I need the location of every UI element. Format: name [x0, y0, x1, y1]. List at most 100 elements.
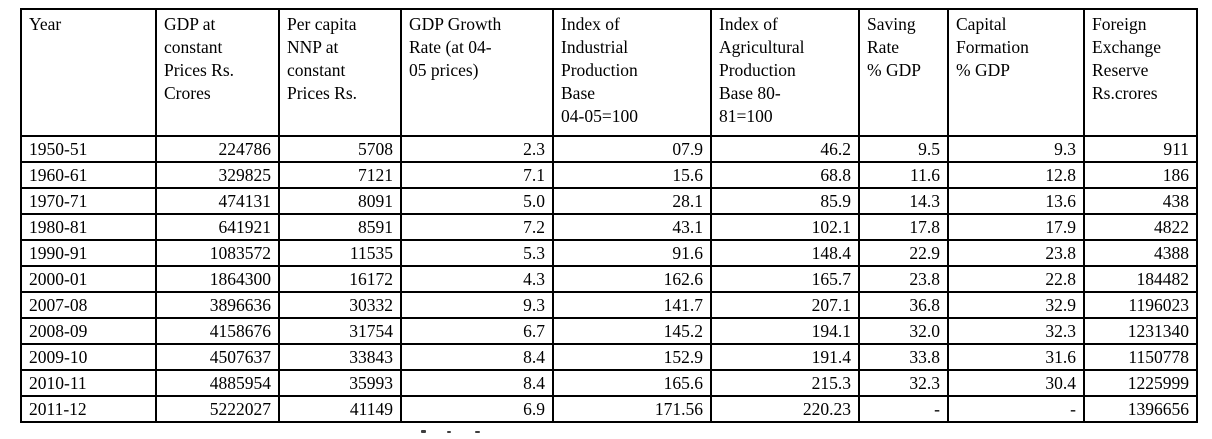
year-cell: 2007-08 [20, 291, 157, 319]
data-cell: 7.1 [400, 161, 554, 189]
data-cell: 46.2 [710, 135, 860, 163]
table-row: 2011-12 5222027 41149 6.9 171.56 220.23- -1396… [20, 395, 1198, 423]
header-cell-capital-formation: Capital Formation % GDP [947, 8, 1085, 137]
data-cell: 641921 [155, 213, 280, 241]
data-cell: 14.3 [858, 187, 949, 215]
data-cell: 438 [1083, 187, 1198, 215]
year-cell: 1970-71 [20, 187, 157, 215]
data-cell: 145.2 [552, 317, 712, 345]
data-cell: 191.4 [710, 343, 860, 371]
data-cell: 35993 [278, 369, 402, 397]
data-cell: 8.4 [400, 369, 554, 397]
year-cell: 2009-10 [20, 343, 157, 371]
data-cell: 30.4 [947, 369, 1085, 397]
data-cell: 91.6 [552, 239, 712, 267]
table-row: 1990-91 1083572 11535 5.3 91.6 148.4 22.9 23.8 4… [20, 239, 1198, 267]
data-cell: 9.3 [947, 135, 1085, 163]
data-cell: 3896636 [155, 291, 280, 319]
header-cell-gdp-constant-prices: GDP at constant Prices Rs. Crores [155, 8, 280, 137]
data-cell: 16172 [278, 265, 402, 293]
data-cell: 68.8 [710, 161, 860, 189]
data-cell: - [947, 395, 1085, 423]
year-cell: 2000-01 [20, 265, 157, 293]
header-cell-gdp-growth-rate: GDP Growth Rate (at 04- 05 prices) [400, 8, 554, 137]
year-cell: 1980-81 [20, 213, 157, 241]
table-row: 2008-09 4158676 31754 6.7 145.2 194.1 32.0 32.3… [20, 317, 1198, 345]
data-cell: 33.8 [858, 343, 949, 371]
data-cell: 165.6 [552, 369, 712, 397]
data-cell: 23.8 [858, 265, 949, 293]
data-cell: 7.2 [400, 213, 554, 241]
data-cell: 4388 [1083, 239, 1198, 267]
data-cell: 8591 [278, 213, 402, 241]
data-cell: 5.3 [400, 239, 554, 267]
data-cell: 5708 [278, 135, 402, 163]
data-cell: 33843 [278, 343, 402, 371]
table-row: 1950-51 224786 5708 2.3 07.9 46.2 9.5 9.3 911 [20, 135, 1198, 163]
data-cell: 43.1 [552, 213, 712, 241]
header-row: Year GDP at constant Prices Rs. Crores Per… [20, 8, 1198, 137]
data-cell: 31.6 [947, 343, 1085, 371]
table-row: 2007-08 3896636 30332 9.3 141.7 207.1 36.8 32.9… [20, 291, 1198, 319]
data-cell: 474131 [155, 187, 280, 215]
data-cell: 4885954 [155, 369, 280, 397]
year-cell: 1990-91 [20, 239, 157, 267]
data-cell: 17.8 [858, 213, 949, 241]
data-cell: 6.9 [400, 395, 554, 423]
header-cell-index-industrial-production: Index of Industrial Production Base 04-0… [552, 8, 712, 137]
header-cell-saving-rate: Saving Rate % GDP [858, 8, 949, 137]
data-cell: 8091 [278, 187, 402, 215]
table-row: 1970-71 474131 8091 5.0 28.1 85.9 14.3 13.6 438 [20, 187, 1198, 215]
data-cell: 148.4 [710, 239, 860, 267]
data-cell: 207.1 [710, 291, 860, 319]
data-cell: 1231340 [1083, 317, 1198, 345]
data-cell: 186 [1083, 161, 1198, 189]
data-cell: 141.7 [552, 291, 712, 319]
data-cell: 329825 [155, 161, 280, 189]
data-cell: 12.8 [947, 161, 1085, 189]
data-cell: - [858, 395, 949, 423]
data-cell: 5.0 [400, 187, 554, 215]
data-cell: 23.8 [947, 239, 1085, 267]
cropped-text-fragment [447, 431, 451, 433]
data-cell: 1083572 [155, 239, 280, 267]
data-cell: 32.0 [858, 317, 949, 345]
data-cell: 184482 [1083, 265, 1198, 293]
year-cell: 1960-61 [20, 161, 157, 189]
header-cell-year: Year [20, 8, 157, 137]
data-cell: 22.9 [858, 239, 949, 267]
data-cell: 22.8 [947, 265, 1085, 293]
header-cell-per-capita-nnp: Per capita NNP at constant Prices Rs. [278, 8, 402, 137]
data-cell: 9.5 [858, 135, 949, 163]
table-row: 2000-01 1864300 16172 4.3 162.6 165.7 23.8 22.8… [20, 265, 1198, 293]
data-cell: 4158676 [155, 317, 280, 345]
data-cell: 224786 [155, 135, 280, 163]
cropped-text-fragment [475, 431, 480, 433]
data-cell: 41149 [278, 395, 402, 423]
data-cell: 07.9 [552, 135, 712, 163]
year-cell: 2011-12 [20, 395, 157, 423]
data-cell: 152.9 [552, 343, 712, 371]
data-cell: 11.6 [858, 161, 949, 189]
data-cell: 102.1 [710, 213, 860, 241]
year-cell: 2008-09 [20, 317, 157, 345]
data-cell: 1396656 [1083, 395, 1198, 423]
data-cell: 1196023 [1083, 291, 1198, 319]
data-cell: 194.1 [710, 317, 860, 345]
table-row: 2010-11 4885954 35993 8.4 165.6 215.3 32.3 30.4… [20, 369, 1198, 397]
cropped-text-fragment [421, 430, 426, 433]
data-cell: 31754 [278, 317, 402, 345]
data-cell: 17.9 [947, 213, 1085, 241]
data-cell: 32.3 [858, 369, 949, 397]
data-cell: 165.7 [710, 265, 860, 293]
data-cell: 2.3 [400, 135, 554, 163]
data-cell: 36.8 [858, 291, 949, 319]
data-cell: 5222027 [155, 395, 280, 423]
header-cell-index-agricultural-production: Index of Agricultural Production Base 80… [710, 8, 860, 137]
data-cell: 30332 [278, 291, 402, 319]
table-header: Year GDP at constant Prices Rs. Crores Per… [20, 8, 1198, 137]
data-cell: 1150778 [1083, 343, 1198, 371]
data-cell: 1864300 [155, 265, 280, 293]
data-cell: 7121 [278, 161, 402, 189]
